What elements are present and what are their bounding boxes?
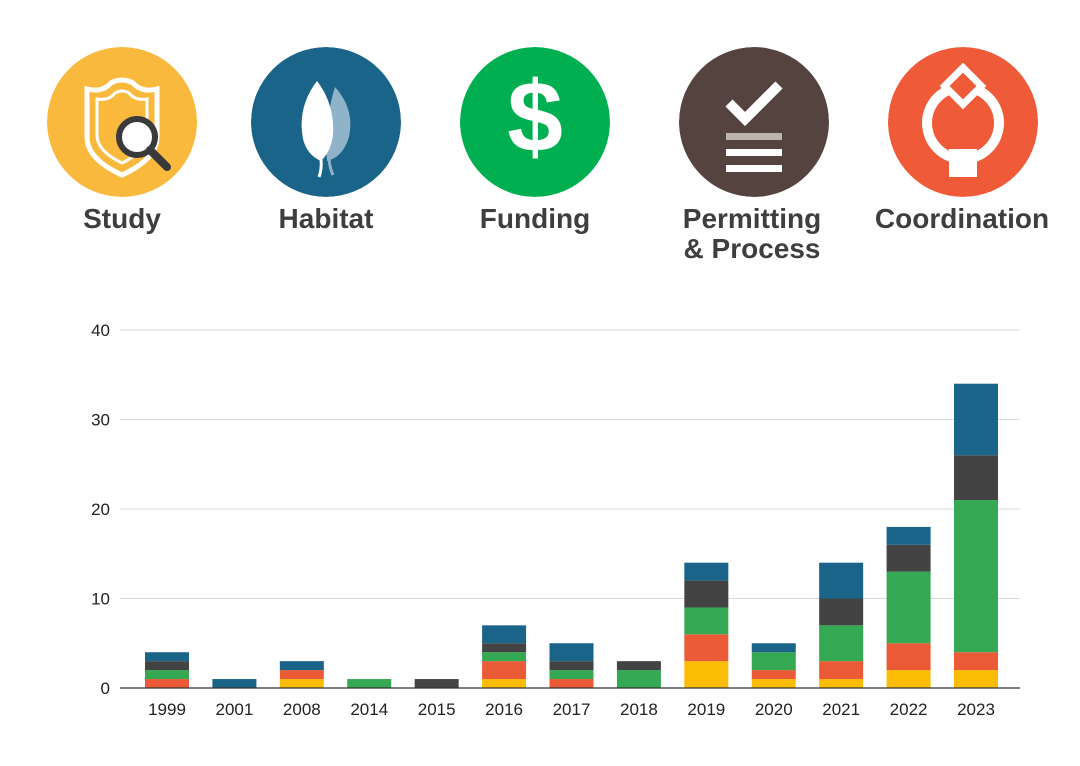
- bar-segment-study-2023: [954, 670, 998, 688]
- cycle-arrows-icon: [888, 47, 1038, 197]
- leaf-icon: [251, 47, 401, 197]
- x-tick-label: 2008: [283, 700, 321, 719]
- x-tick-label: 2017: [553, 700, 591, 719]
- bar-segment-study-2020: [751, 679, 796, 688]
- y-tick-label: 30: [91, 411, 110, 430]
- bar-segment-funding-2017: [549, 670, 594, 680]
- bar-segment-permitting-2019: [684, 580, 729, 608]
- bar-segment-coordination-2022: [886, 643, 931, 671]
- bar-segment-funding-2020: [751, 652, 796, 671]
- bar-segment-coordination-2019: [684, 634, 729, 662]
- grid-lines: [120, 329, 1020, 599]
- bar-segment-habitat-2020: [751, 643, 796, 653]
- bar-segment-funding-2021: [819, 625, 864, 662]
- y-tick-label: 0: [101, 679, 110, 698]
- bar-segment-habitat-2023: [954, 383, 998, 456]
- bar-segment-habitat-2022: [886, 526, 931, 545]
- legend-label: Habitat: [278, 203, 374, 234]
- bar-segment-funding-2016: [482, 652, 527, 662]
- bar-segment-habitat-2017: [549, 643, 594, 662]
- bar-segment-habitat-2016: [482, 625, 527, 644]
- x-tick-label: 2014: [350, 700, 388, 719]
- bar-segment-funding-2019: [684, 607, 729, 635]
- svg-text:$: $: [507, 61, 563, 173]
- bar-segment-habitat-2019: [684, 562, 729, 581]
- y-tick-label: 10: [91, 590, 110, 609]
- bar-segment-permitting-2022: [886, 544, 931, 572]
- x-tick-label: 2022: [890, 700, 928, 719]
- y-tick-label: 20: [91, 500, 110, 519]
- bar-segment-coordination-2020: [751, 670, 796, 680]
- bar-segment-permitting-2016: [482, 643, 527, 653]
- bar-segment-habitat-2008: [279, 661, 324, 671]
- x-tick-label: 2016: [485, 700, 523, 719]
- bar-segment-study-2016: [482, 679, 527, 688]
- x-tick-label: 2018: [620, 700, 658, 719]
- bar-segment-permitting-1999: [145, 661, 189, 671]
- bar-segment-coordination-2016: [482, 661, 527, 680]
- bar-segment-coordination-2021: [819, 661, 864, 680]
- dollar-icon: $: [460, 47, 610, 197]
- bar-segment-study-2021: [819, 679, 864, 688]
- legend-label: Coordination: [874, 203, 1050, 234]
- bar-segment-study-2019: [684, 661, 729, 688]
- bar-segment-study-2022: [886, 670, 931, 688]
- x-tick-label: 2023: [957, 700, 995, 719]
- bar-segment-funding-2018: [616, 670, 661, 688]
- x-tick-label: 2015: [418, 700, 456, 719]
- x-tick-label: 2019: [687, 700, 725, 719]
- bar-segment-coordination-1999: [145, 679, 189, 688]
- bar-segment-permitting-2018: [616, 661, 661, 671]
- y-tick-label: 40: [91, 321, 110, 340]
- bar-segment-permitting-2015: [414, 679, 459, 688]
- legend-label: Permitting & Process: [682, 203, 822, 264]
- bar-segment-habitat-1999: [145, 652, 189, 662]
- bar-segment-funding-2022: [886, 571, 931, 644]
- bar-segment-funding-1999: [145, 670, 189, 680]
- bar-segment-permitting-2021: [819, 598, 864, 626]
- x-tick-label: 1999: [148, 700, 186, 719]
- bar-segment-funding-2014: [347, 679, 392, 688]
- checklist-icon: [679, 47, 829, 197]
- bar-segment-habitat-2001: [212, 679, 257, 688]
- legend-label: Study: [83, 203, 161, 234]
- shield-magnifier-icon: [47, 47, 197, 197]
- axes: 0 10 20 30 40 1999 2001 2008 2014 2015 2016 2017 201…: [91, 321, 1020, 719]
- legend-label: Funding: [479, 203, 591, 234]
- bar-segment-habitat-2021: [819, 562, 864, 599]
- x-tick-label: 2020: [755, 700, 793, 719]
- bar-segment-funding-2023: [954, 500, 998, 653]
- bar-segment-coordination-2017: [549, 679, 594, 688]
- bar-segment-coordination-2023: [954, 652, 998, 671]
- bar-segment-permitting-2017: [549, 661, 594, 671]
- bar-segment-coordination-2008: [279, 670, 324, 680]
- x-tick-label: 2021: [822, 700, 860, 719]
- bar-segment-permitting-2023: [954, 455, 998, 501]
- bar-segment-study-2008: [279, 679, 324, 688]
- bars: [145, 383, 998, 688]
- x-tick-label: 2001: [216, 700, 254, 719]
